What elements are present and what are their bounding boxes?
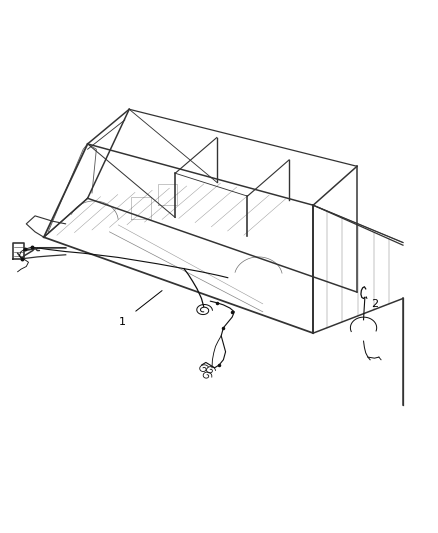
Text: 1: 1 — [119, 318, 126, 327]
Text: 2: 2 — [371, 299, 378, 309]
